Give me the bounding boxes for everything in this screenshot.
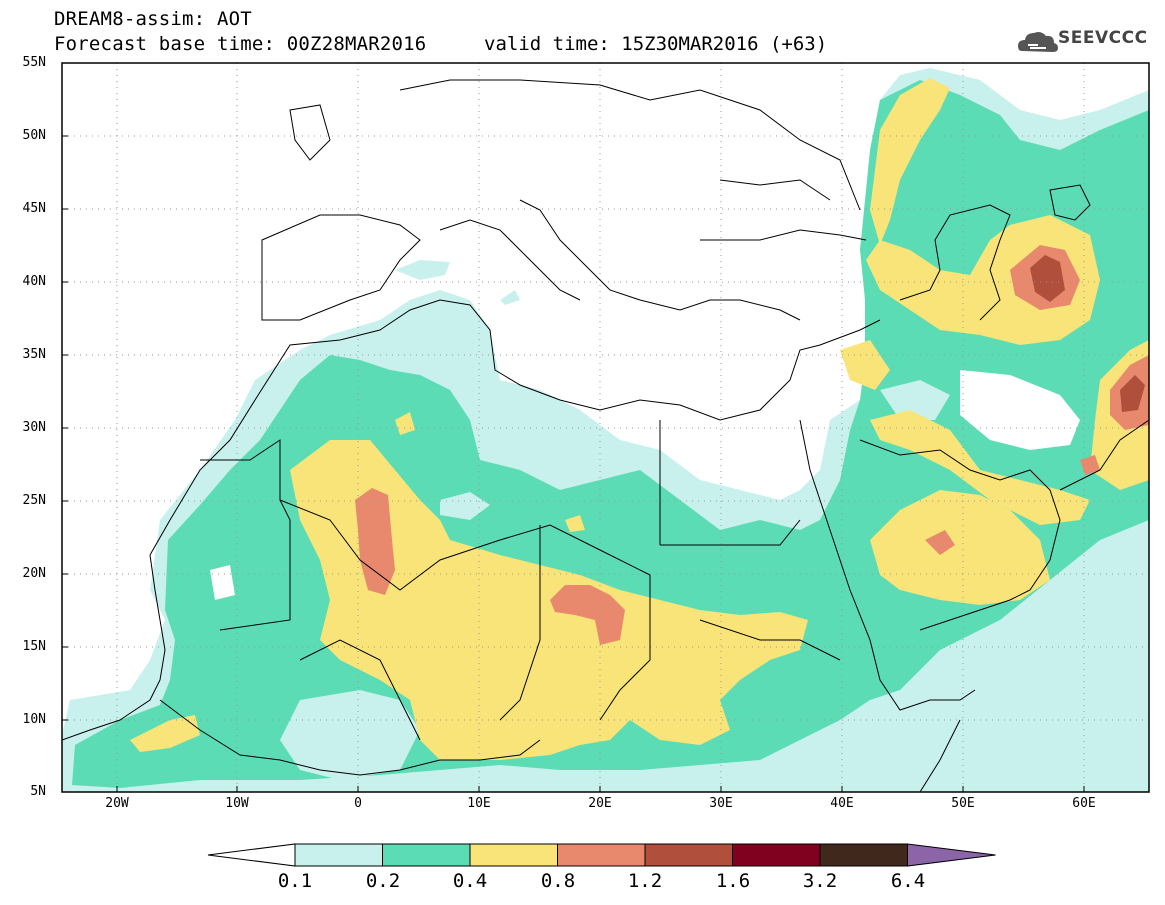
aot-map: [61, 62, 1150, 793]
lon-label: 0: [354, 796, 362, 811]
colorbar-swatch: [469, 843, 558, 867]
colorbar-upper-extension: [907, 843, 996, 867]
colorbar: [207, 843, 996, 867]
colorbar-swatch: [644, 843, 733, 867]
coastlines: [62, 79, 1149, 792]
lon-label: 40E: [830, 796, 854, 811]
colorbar-label: 0.1: [277, 870, 313, 892]
lon-label: 20W: [105, 796, 129, 811]
colorbar-label: 3.2: [802, 870, 838, 892]
colorbar-label: 1.6: [715, 870, 751, 892]
colorbar-swatch: [732, 843, 821, 867]
colorbar-swatch: [294, 843, 383, 867]
colorbar-label: 6.4: [890, 870, 926, 892]
cloud-logo-icon: [1018, 32, 1058, 52]
forecast-base-time: Forecast base time: 00Z28MAR2016: [54, 33, 427, 55]
colorbar-lower-extension: [207, 843, 296, 867]
lon-label: 50E: [951, 796, 975, 811]
lon-label: 20E: [588, 796, 612, 811]
colorbar-swatch: [382, 843, 471, 867]
lat-label: 20N: [22, 566, 46, 581]
lon-label: 60E: [1072, 796, 1096, 811]
lat-label: 55N: [22, 55, 46, 70]
colorbar-label: 0.4: [452, 870, 488, 892]
lat-label: 50N: [22, 128, 46, 143]
lat-label: 45N: [22, 201, 46, 216]
colorbar-swatch: [819, 843, 908, 867]
lat-label: 10N: [22, 712, 46, 727]
lat-label: 25N: [22, 493, 46, 508]
lat-label: 15N: [22, 639, 46, 654]
lat-label: 30N: [22, 420, 46, 435]
logo-text: SEEVCCC: [1058, 28, 1148, 48]
aot-contour-1.2: [1030, 255, 1145, 412]
colorbar-label: 1.2: [627, 870, 663, 892]
lat-label: 40N: [22, 274, 46, 289]
colorbar-swatch: [557, 843, 646, 867]
lon-label: 10W: [225, 796, 249, 811]
lat-label: 35N: [22, 347, 46, 362]
colorbar-label: 0.2: [365, 870, 401, 892]
map-title: DREAM8-assim: AOT: [54, 8, 252, 30]
lon-label: 30E: [709, 796, 733, 811]
lon-label: 10E: [467, 796, 491, 811]
colorbar-label: 0.8: [540, 870, 576, 892]
lat-label: 5N: [30, 784, 46, 799]
valid-time: valid time: 15Z30MAR2016 (+63): [484, 33, 828, 55]
